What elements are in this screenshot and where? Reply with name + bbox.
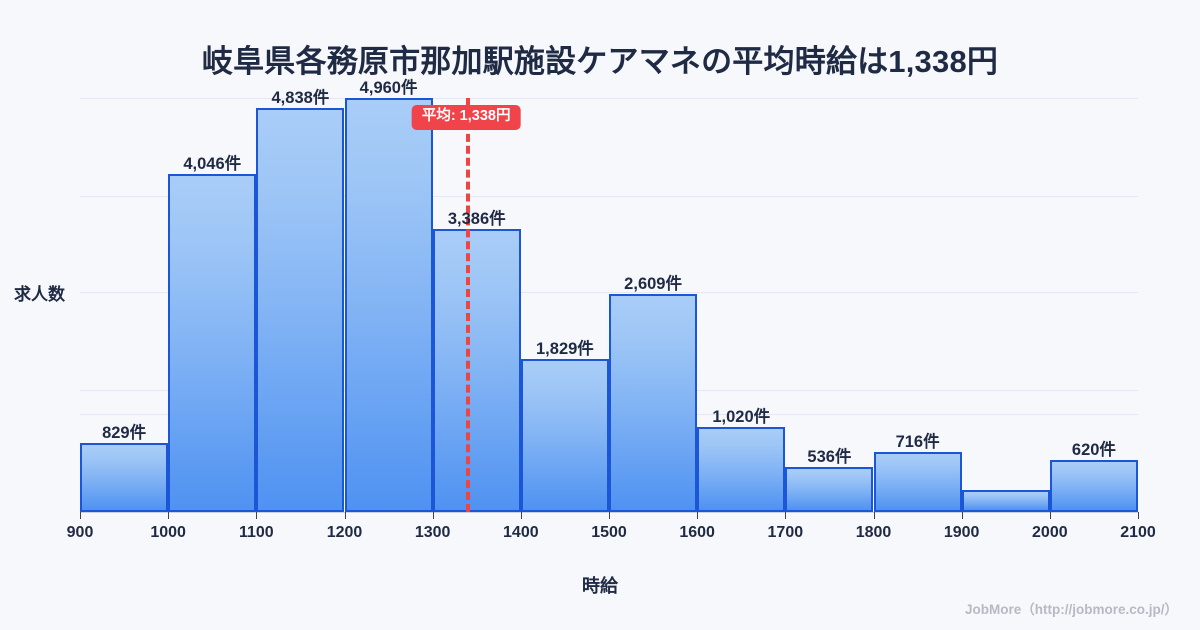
x-tick-label: 1700 bbox=[767, 524, 804, 541]
bar-value-label: 716件 bbox=[895, 433, 940, 452]
bar[interactable] bbox=[80, 442, 169, 512]
footer-credit: JobMore（http://jobmore.co.jp/） bbox=[965, 602, 1178, 617]
bar[interactable] bbox=[697, 426, 786, 512]
bar[interactable] bbox=[961, 489, 1050, 512]
average-line bbox=[466, 98, 471, 512]
bar-value-label: 4,838件 bbox=[271, 89, 330, 108]
x-tick-mark bbox=[1138, 512, 1139, 519]
bar-value-label: 1,829件 bbox=[536, 340, 594, 359]
gridline bbox=[80, 196, 1138, 198]
x-tick-mark bbox=[520, 512, 522, 519]
x-tick-mark bbox=[873, 512, 875, 519]
x-tick-mark bbox=[697, 512, 699, 519]
bar-value-label: 2,609件 bbox=[624, 275, 682, 294]
y-axis-title: 求人数 bbox=[14, 285, 65, 304]
bar-value-label: 1,020件 bbox=[712, 407, 771, 426]
bar[interactable] bbox=[1049, 460, 1138, 512]
bar[interactable] bbox=[785, 467, 874, 512]
x-tick-mark bbox=[1049, 512, 1051, 519]
bar-value-label: 4,046件 bbox=[183, 155, 242, 174]
bar[interactable] bbox=[609, 294, 698, 512]
bar[interactable] bbox=[256, 108, 345, 512]
x-tick-label: 900 bbox=[66, 524, 94, 541]
bar-value-label: 829件 bbox=[102, 423, 147, 442]
bar[interactable] bbox=[520, 359, 609, 512]
bar-value-label: 536件 bbox=[807, 448, 852, 467]
x-tick-label: 1500 bbox=[591, 524, 627, 541]
x-tick-mark bbox=[785, 512, 787, 519]
gridline bbox=[80, 98, 1138, 99]
bar[interactable] bbox=[168, 174, 257, 512]
x-tick-label: 1400 bbox=[503, 524, 539, 541]
gridline bbox=[80, 292, 1138, 294]
x-tick-mark bbox=[609, 512, 610, 519]
x-tick-label: 1300 bbox=[414, 524, 451, 541]
bar[interactable] bbox=[432, 229, 521, 512]
x-tick-mark bbox=[256, 512, 258, 519]
x-tick-label: 2100 bbox=[1120, 524, 1156, 541]
x-tick-label: 1200 bbox=[326, 524, 363, 541]
x-tick-label: 2000 bbox=[1032, 524, 1068, 541]
x-tick-label: 1100 bbox=[238, 524, 274, 541]
x-tick-label: 1900 bbox=[943, 524, 980, 541]
bar-value-label: 4,960件 bbox=[359, 79, 418, 97]
x-tick-label: 1000 bbox=[150, 524, 186, 541]
x-tick-label: 1600 bbox=[679, 524, 715, 541]
page-title: 岐阜県各務原市那加駅施設ケアマネの平均時給は1,338円 bbox=[201, 44, 999, 79]
x-tick-mark bbox=[961, 512, 963, 519]
x-tick-mark bbox=[432, 512, 434, 519]
x-tick-mark bbox=[344, 512, 346, 519]
bar-value-label: 620件 bbox=[1071, 441, 1116, 460]
x-tick-label: 1800 bbox=[855, 524, 892, 541]
plot-area bbox=[80, 98, 1138, 512]
bar-value-label: 3,386件 bbox=[447, 210, 506, 229]
bar[interactable] bbox=[344, 98, 433, 512]
bar[interactable] bbox=[873, 452, 962, 512]
x-axis-title: 時給 bbox=[582, 576, 618, 596]
average-badge: 平均: 1,338円 bbox=[411, 105, 521, 130]
x-tick-mark bbox=[80, 512, 81, 519]
x-tick-mark bbox=[168, 512, 170, 519]
